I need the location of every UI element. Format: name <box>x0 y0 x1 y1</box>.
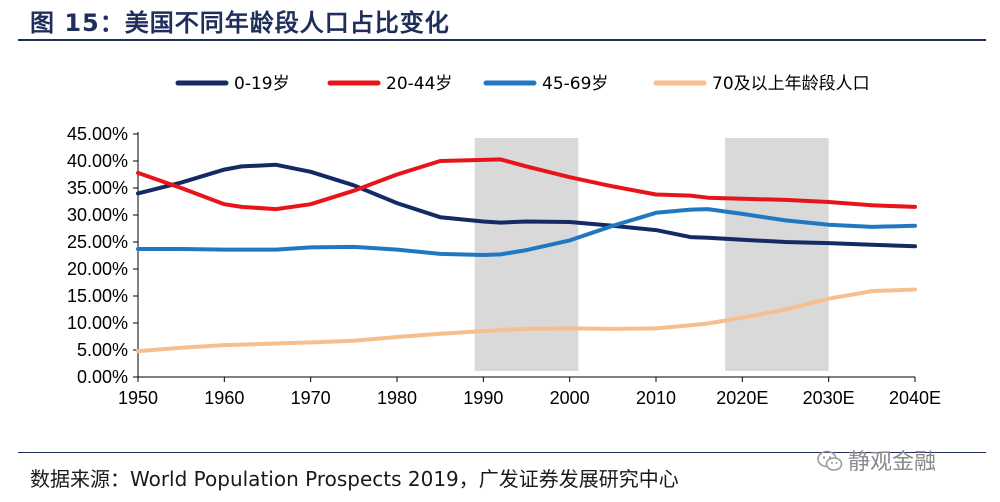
y-tick-label: 5.00% <box>77 340 128 360</box>
x-tick-label: 2020E <box>716 388 768 408</box>
figure-title: 图 15：美国不同年龄段人口占比变化 <box>30 9 450 37</box>
x-tick-label: 1990 <box>463 388 503 408</box>
legend-label-4: 70及以上年龄段人口 <box>712 74 870 94</box>
legend-label-1: 0-19岁 <box>234 74 290 94</box>
y-tick-label: 45.00% <box>67 124 128 144</box>
title-divider <box>18 39 986 41</box>
footer-divider <box>18 452 986 453</box>
y-tick-label: 10.00% <box>67 313 128 333</box>
x-tick-label: 1950 <box>118 388 158 408</box>
x-tick-label: 2030E <box>803 388 855 408</box>
wechat-icon <box>817 450 843 471</box>
y-tick-label: 40.00% <box>67 151 128 171</box>
y-tick-label: 25.00% <box>67 232 128 252</box>
x-tick-label: 2000 <box>550 388 590 408</box>
watermark-text: 静观金融 <box>848 450 937 475</box>
y-tick-label: 20.00% <box>67 259 128 279</box>
series-line-1 <box>136 162 917 249</box>
x-tick-label: 1970 <box>291 388 331 408</box>
x-tick-label: 2040E <box>889 388 941 408</box>
series-line-3 <box>136 207 917 257</box>
y-tick-label: 15.00% <box>67 286 128 306</box>
y-tick-label: 30.00% <box>67 205 128 225</box>
x-tick-label: 1960 <box>204 388 244 408</box>
y-tick-label: 35.00% <box>67 178 128 198</box>
series-line-2 <box>136 157 917 212</box>
y-tick-label: 0.00% <box>77 367 128 387</box>
legend-label-2: 20-44岁 <box>386 74 452 94</box>
population-share-chart: 0.00% 5.00% 10.00% 15.00% 20.00% 25.00% 30.00%… <box>67 74 941 408</box>
x-tick-label: 2010 <box>636 388 676 408</box>
legend-label-3: 45-69岁 <box>542 74 608 94</box>
title-bar: 图 15：美国不同年龄段人口占比变化 <box>0 0 1000 41</box>
series-line-4 <box>136 287 917 354</box>
shaded-period-2 <box>725 138 829 371</box>
source-note: 数据来源：World Population Prospects 2019，广发证… <box>30 467 679 491</box>
x-tick-label: 1980 <box>377 388 417 408</box>
